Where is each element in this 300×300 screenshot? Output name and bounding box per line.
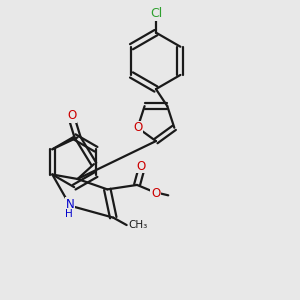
Text: Cl: Cl (150, 8, 162, 20)
Text: O: O (67, 109, 76, 122)
Text: N: N (66, 198, 74, 211)
Text: O: O (137, 160, 146, 173)
Text: O: O (133, 121, 142, 134)
Text: O: O (151, 187, 160, 200)
Text: H: H (65, 209, 73, 219)
Text: CH₃: CH₃ (128, 220, 147, 230)
